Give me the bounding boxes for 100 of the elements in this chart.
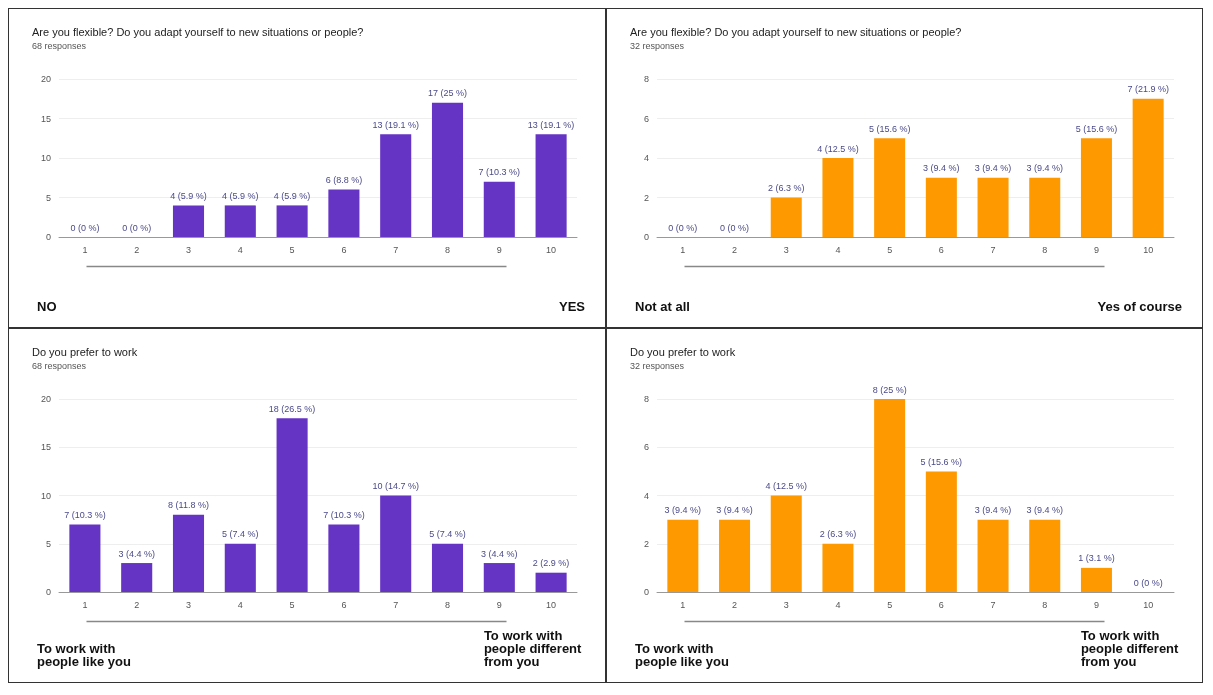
x-tick-label: 7 [990, 599, 996, 610]
bar [276, 205, 308, 237]
x-tick-label: 6 [341, 599, 347, 610]
data-label: 2 (2.9 %) [532, 558, 570, 569]
bar [977, 519, 1009, 592]
bar [431, 543, 464, 592]
x-tick-label: 6 [938, 599, 944, 610]
chart-title: Are you flexible? Do you adapt yourself to new situations or people? [630, 25, 962, 38]
x-tick-label: 9 [1093, 244, 1099, 255]
data-label: 5 (15.6 %) [1075, 123, 1118, 134]
data-label: 5 (7.4 %) [222, 529, 259, 540]
data-label: 3 (4.4 %) [481, 548, 518, 559]
bar [719, 519, 751, 592]
data-label: 3 (4.4 %) [118, 548, 155, 559]
y-tick-label: 10 [40, 153, 51, 163]
bar [874, 399, 906, 592]
y-tick-label: 8 [643, 74, 649, 84]
x-tick-label: 10 [546, 599, 557, 610]
data-label: 7 (21.9 %) [1127, 84, 1169, 95]
text: To work with people like you [37, 641, 131, 669]
bar [925, 177, 957, 237]
y-tick-label: 15 [40, 113, 51, 124]
y-tick-label: 8 [643, 394, 649, 404]
bar [1132, 98, 1164, 237]
data-label: 2 (6.3 %) [767, 183, 805, 193]
y-tick-label: 6 [643, 113, 649, 124]
x-tick-label: 8 [1042, 244, 1048, 255]
data-label: 8 (25 %) [872, 384, 907, 395]
y-tick-label: 20 [40, 74, 51, 84]
data-label: 1 (3.1 %) [1078, 553, 1115, 564]
x-tick-label: 1 [680, 244, 686, 255]
bar [483, 181, 515, 237]
y-tick-label: 6 [643, 442, 649, 453]
y-tick-label: 5 [45, 192, 51, 203]
y-tick-label: 15 [40, 442, 51, 453]
x-tick-label: 2 [732, 599, 738, 610]
x-tick-label: 8 [444, 244, 451, 255]
y-tick-label: 0 [643, 232, 649, 242]
text: To work with people different from you [1080, 628, 1183, 669]
data-label: 7 (10.3 %) [478, 167, 521, 178]
bar [770, 495, 802, 592]
data-label: 0 (0 %) [720, 222, 750, 233]
text: To work with people like you [635, 641, 729, 669]
data-label: 7 (10.3 %) [64, 509, 106, 520]
chart-subtitle: 32 responses [630, 40, 685, 51]
data-label: 3 (9.4 %) [974, 163, 1012, 174]
bar [483, 563, 515, 592]
y-tick-label: 2 [643, 538, 649, 549]
y-tick-label: 4 [643, 153, 649, 163]
x-tick-label: 1 [680, 599, 686, 610]
x-tick-label: 10 [1143, 244, 1154, 255]
text: NO [37, 299, 57, 314]
bar [822, 158, 854, 237]
data-label: 18 (26.5 %) [268, 403, 316, 414]
text: Not at all [635, 299, 690, 314]
x-tick-label: 9 [496, 599, 502, 610]
x-tick-label: 7 [990, 244, 996, 255]
x-tick-label: 2 [134, 599, 140, 610]
bar [874, 138, 906, 237]
x-tick-label: 4 [835, 244, 841, 255]
data-label: 5 (15.6 %) [920, 456, 963, 467]
data-label: 3 (9.4 %) [1026, 163, 1064, 174]
bar [172, 514, 205, 592]
text: Yes of course [1097, 299, 1183, 314]
y-tick-label: 4 [643, 490, 649, 501]
x-tick-label: 2 [732, 244, 738, 255]
chart-subtitle: 32 responses [630, 360, 685, 371]
x-tick-label: 3 [783, 599, 789, 610]
bar [431, 102, 464, 237]
x-tick-label: 6 [341, 244, 347, 255]
bar [328, 524, 360, 592]
x-tick-label: 3 [783, 244, 789, 255]
y-tick-label: 0 [643, 587, 649, 597]
data-label: 6 (8.8 %) [325, 175, 363, 186]
bar [770, 197, 802, 237]
bar [667, 519, 699, 592]
data-label: 10 (14.7 %) [372, 481, 419, 491]
bar [69, 524, 101, 592]
data-label: 13 (19.1 %) [527, 119, 575, 130]
chart-title: Do you prefer to work [630, 345, 736, 358]
bar [1029, 177, 1061, 237]
bar [535, 572, 567, 592]
data-label: 5 (7.4 %) [429, 529, 466, 540]
x-tick-label: 9 [496, 244, 502, 255]
x-tick-label: 9 [1093, 599, 1099, 610]
y-tick-label: 0 [45, 587, 51, 597]
data-label: 8 (11.8 %) [168, 500, 209, 511]
bar [1080, 138, 1112, 237]
x-tick-label: 5 [887, 599, 893, 610]
data-label: 4 (12.5 %) [765, 481, 808, 491]
bar [121, 563, 153, 592]
bar [224, 543, 256, 592]
bar [925, 471, 957, 592]
data-label: 0 (0 %) [70, 222, 100, 233]
y-tick-label: 20 [40, 394, 51, 404]
x-tick-label: 1 [82, 599, 88, 610]
data-label: 2 (6.3 %) [819, 529, 857, 540]
x-tick-label: 1 [82, 244, 88, 255]
x-tick-label: 7 [393, 244, 399, 255]
bar [535, 134, 567, 237]
